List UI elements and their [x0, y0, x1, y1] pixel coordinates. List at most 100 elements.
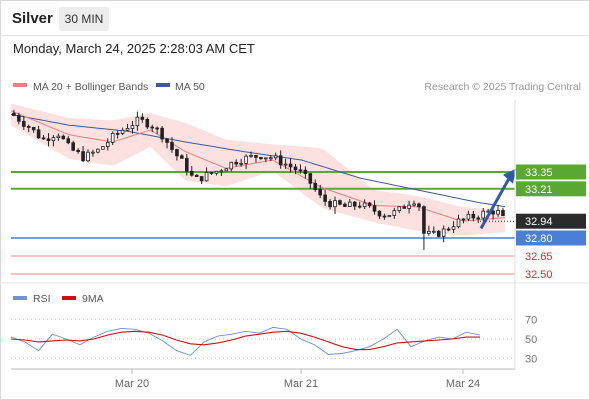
candle-body: [372, 205, 377, 212]
candle-body: [333, 200, 337, 208]
candle-body: [51, 137, 56, 142]
candle-body: [466, 213, 471, 220]
candle-body: [298, 169, 303, 172]
candle-body: [160, 127, 164, 140]
candle-body: [501, 210, 505, 217]
candle-body: [412, 203, 416, 206]
ma50-legend-label: MA 50: [175, 81, 205, 93]
candle-body: [234, 161, 239, 165]
candle-body: [125, 128, 130, 131]
candle-body: [56, 135, 61, 139]
candle-body: [436, 230, 441, 237]
candle-body: [130, 125, 135, 129]
candle-body: [209, 172, 214, 174]
level-labels: 33.35 33.21 32.94 32.80 32.65 32.50: [516, 164, 586, 281]
candle-body: [86, 151, 90, 162]
candle-body: [71, 142, 75, 151]
rsi-series-rsi: [10, 326, 481, 356]
candle-body: [155, 127, 159, 130]
candle-body: [362, 202, 367, 208]
level-label-32-94: 32.94: [525, 216, 553, 228]
candle-body: [481, 210, 486, 219]
x-tick-label: Mar 24: [446, 378, 480, 390]
level-label-bg-33-21: [516, 181, 586, 197]
candle-body: [338, 200, 342, 205]
forecast-arrow-head: [503, 168, 516, 184]
candle-body: [343, 203, 347, 207]
candle-body: [264, 157, 268, 160]
candle-body: [397, 206, 402, 211]
rsi-tick-50: 50: [525, 334, 537, 346]
candle-body: [446, 228, 451, 231]
rsi-tick-70: 70: [525, 315, 537, 327]
rsi-series-9ma: [10, 330, 480, 351]
candle-body: [31, 127, 36, 131]
candle-body: [180, 155, 184, 159]
level-lines: [11, 171, 515, 275]
candle-body: [254, 155, 258, 158]
candle-body: [140, 116, 145, 120]
candle-body: [150, 126, 155, 129]
x-axis: Mar 20 Mar 21 Mar 24: [115, 369, 480, 390]
title-bar: Silver 30 MIN: [0, 0, 590, 36]
ma50-legend-swatch: [156, 83, 170, 87]
timeframe-badge[interactable]: 30 MIN: [59, 7, 109, 31]
candle-body: [204, 172, 209, 182]
level-label-33-35: 33.35: [525, 167, 553, 179]
candle-body: [239, 163, 243, 165]
bollinger-band: [11, 103, 505, 236]
candle-body: [293, 166, 298, 171]
level-label-32-50: 32.50: [525, 269, 553, 281]
level-label-33-21: 33.21: [525, 184, 553, 196]
candle-body: [451, 226, 456, 230]
candle-body: [189, 170, 194, 176]
candle-body: [268, 157, 273, 160]
candle-body: [66, 138, 71, 144]
candle-body: [175, 149, 179, 157]
candles: [12, 109, 505, 250]
candle-body: [402, 206, 406, 209]
candle-body: [81, 151, 85, 162]
candle-body: [17, 115, 21, 122]
ma20-legend-label: MA 20 + Bollinger Bands: [33, 81, 148, 93]
candle-body: [170, 142, 174, 150]
level-label-bg-32-80: [516, 230, 586, 246]
candle-body: [357, 205, 362, 208]
candle-body: [313, 182, 318, 190]
candle-body: [432, 230, 436, 233]
candle-body: [278, 155, 283, 166]
candle-body: [348, 201, 352, 207]
candle-body: [96, 148, 100, 153]
x-tick-label: Mar 21: [284, 378, 318, 390]
candle-body: [249, 155, 253, 157]
candle-body: [21, 120, 26, 127]
candle-body: [461, 218, 466, 221]
candle-body: [367, 202, 372, 207]
candle-body: [308, 173, 313, 184]
candle-body: [91, 151, 95, 154]
rsi-legend: RSI 9MA: [13, 293, 104, 305]
ma50-line: [10, 113, 506, 208]
rsi-tick-30: 30: [525, 353, 537, 365]
rsi-panel: 70 50 30: [10, 315, 537, 365]
candle-body: [288, 163, 293, 168]
forecast-arrow-shaft: [479, 176, 512, 230]
candle-body: [110, 132, 115, 143]
price-panel: 33.35 33.21 32.94 32.80 32.65 32.50: [10, 103, 586, 281]
candle-body: [387, 215, 392, 218]
candle-body: [26, 126, 31, 128]
rsi-legend-swatch: [13, 296, 27, 300]
candle-body: [61, 135, 66, 140]
ma20-legend-swatch: [13, 83, 27, 87]
candle-body: [105, 142, 110, 147]
candle-body: [12, 112, 16, 116]
candle-body: [259, 157, 263, 160]
candle-body: [76, 149, 80, 153]
candle-body: [219, 170, 224, 173]
candle-body: [145, 119, 150, 128]
title-divider: [0, 35, 590, 36]
x-tick-label: Mar 20: [115, 378, 149, 390]
candle-body: [101, 146, 105, 150]
candle-body: [471, 213, 476, 219]
forecast-arrow: [479, 168, 516, 230]
